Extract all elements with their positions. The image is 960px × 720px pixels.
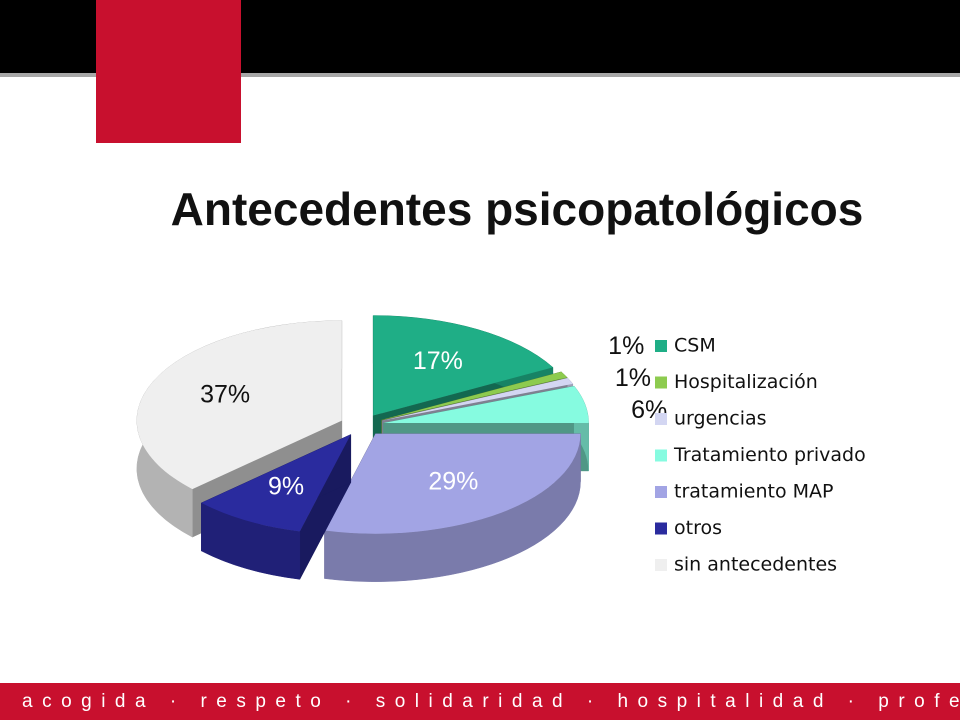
slice: [373, 315, 553, 416]
legend-label: otros: [674, 517, 722, 539]
data-label: 9%: [268, 472, 304, 500]
data-label: 29%: [428, 467, 478, 495]
footer-text: acogida · respeto · solidaridad · hospit…: [22, 691, 960, 712]
legend: CSM Hospitalización urgencias Tratamiento p…: [655, 335, 866, 576]
legend-label: CSM: [674, 335, 716, 357]
data-label: 1%: [608, 332, 644, 360]
data-label: 17%: [413, 347, 463, 375]
footer-bar: [0, 683, 960, 720]
header-square: [96, 0, 241, 143]
legend-swatch: [655, 376, 667, 389]
legend-swatch: [655, 449, 667, 462]
legend-swatch: [655, 413, 667, 425]
legend-swatch: [655, 486, 667, 498]
slice: [324, 433, 581, 534]
legend-swatch: [655, 340, 667, 352]
legend-label: urgencias: [674, 408, 767, 430]
slice: [383, 386, 589, 423]
chart-title: Antecedentes psicopatológicos: [171, 183, 864, 235]
data-label: 37%: [200, 381, 250, 409]
header-line: [0, 73, 960, 77]
legend-swatch: [655, 559, 667, 571]
slice: [201, 434, 351, 532]
legend-label: Hospitalización: [674, 371, 818, 393]
slice: [136, 320, 342, 490]
legend-label: Tratamiento privado: [673, 444, 866, 466]
legend-label: tratamiento MAP: [674, 481, 833, 503]
slice: [382, 378, 573, 421]
data-label: 1%: [615, 364, 651, 392]
legend-swatch: [655, 522, 667, 535]
legend-label: sin antecedentes: [674, 554, 837, 576]
slice: [381, 371, 568, 421]
pie: 17%1%1%6%29%9%37%: [136, 315, 667, 582]
